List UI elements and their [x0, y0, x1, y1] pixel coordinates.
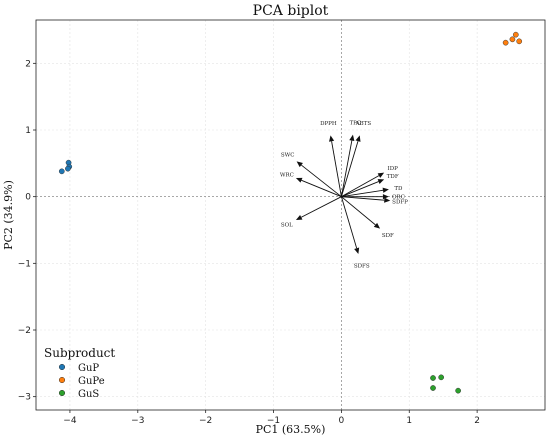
loading-label: TD — [394, 186, 403, 192]
loading-arrow-sdfp: SDFP — [341, 196, 408, 205]
legend-item-gupe: GuPe — [58, 376, 105, 387]
y-tick-label: 2 — [25, 59, 31, 69]
score-points — [58, 31, 523, 394]
loading-label: SWC — [281, 152, 295, 158]
arrow-head — [373, 222, 381, 229]
loading-arrow-idp: IDP — [341, 166, 399, 198]
loading-arrow-td: TD — [341, 186, 403, 198]
y-tick-label: 1 — [25, 126, 31, 136]
arrow-head — [384, 197, 391, 203]
point-gupe — [509, 36, 516, 43]
loading-label: SDF — [382, 233, 394, 239]
legend: Subproduct GuP GuPe GuS — [44, 346, 115, 400]
plot-frame — [35, 19, 546, 411]
arrow-shaft — [341, 196, 376, 226]
loading-label: WRC — [280, 172, 294, 178]
x-tick-label: −4 — [63, 416, 77, 426]
arrow-head — [382, 194, 389, 200]
legend-items: GuP GuPe GuS — [58, 363, 105, 400]
arrow-shaft — [341, 175, 380, 198]
point-gupe — [512, 31, 519, 38]
loading-label: SDFS — [354, 263, 370, 269]
arrow-shaft — [340, 140, 359, 197]
legend-marker — [58, 363, 66, 371]
arrow-head — [295, 177, 303, 183]
loading-arrow-sdf: SDF — [341, 196, 394, 239]
arrow-shaft — [340, 196, 358, 249]
loading-arrow-abts: ABTS — [340, 121, 372, 197]
point-gus — [430, 385, 436, 391]
y-tick-label: −1 — [18, 259, 31, 269]
x-tick-label: 0 — [339, 416, 345, 426]
loading-label: ABTS — [355, 121, 372, 127]
arrow-head — [377, 172, 385, 178]
loading-arrow-sol: SOL — [281, 196, 342, 229]
loading-arrow-swc: SWC — [281, 152, 342, 198]
x-tick-label: −1 — [267, 416, 280, 426]
x-tick-label: −2 — [199, 416, 212, 426]
point-gupe — [502, 39, 509, 46]
point-gus — [438, 374, 445, 381]
point-gus — [430, 375, 436, 381]
legend-label: GuS — [78, 389, 99, 400]
x-tick-label: −3 — [131, 416, 144, 426]
arrow-head — [329, 135, 335, 142]
loading-label: TDF — [387, 174, 399, 180]
loading-label: IDP — [388, 166, 399, 172]
arrow-head — [349, 134, 355, 142]
legend-label: GuPe — [78, 376, 105, 387]
arrow-shaft — [340, 140, 353, 197]
arrow-shaft — [341, 181, 379, 198]
arrow-head — [354, 247, 360, 254]
legend-item-gup: GuP — [58, 363, 99, 374]
arrow-shaft — [331, 141, 342, 197]
loading-label: ORC — [392, 195, 405, 201]
loading-arrow-sdfs: SDFS — [340, 196, 370, 269]
y-axis-label: PC2 (34.9%) — [2, 180, 15, 250]
arrow-head — [382, 187, 389, 193]
legend-item-gus: GuS — [58, 389, 99, 400]
legend-marker — [58, 389, 66, 397]
arrow-shaft — [301, 179, 342, 198]
arrow-head — [377, 179, 385, 184]
y-tick-label: 0 — [25, 193, 31, 203]
point-gup — [58, 168, 65, 175]
x-axis-label: PC1 (63.5%) — [256, 423, 326, 436]
loading-label: SOL — [281, 223, 293, 229]
legend-marker — [58, 376, 66, 384]
point-gup — [65, 165, 71, 172]
loading-label: SDFP — [392, 199, 408, 205]
loading-arrow-wrc: WRC — [280, 172, 342, 198]
legend-title: Subproduct — [44, 346, 115, 360]
arrow-shaft — [301, 196, 342, 218]
loading-arrow-orc: ORC — [341, 194, 405, 201]
x-tick-label: 1 — [406, 416, 412, 426]
arrow-head — [296, 161, 303, 168]
loading-arrow-dpph: DPPH — [320, 121, 342, 197]
arrow-head — [295, 214, 303, 220]
arrow-shaft — [301, 164, 342, 198]
y-tick-label: −3 — [18, 393, 31, 403]
legend-label: GuP — [78, 363, 99, 374]
ticks-layer: −4 −3 −2 −1 0 1 2 −3 −2 −1 0 1 2 — [18, 59, 480, 426]
arrow-shaft — [341, 189, 384, 198]
point-gupe — [516, 38, 523, 45]
y-tick-label: −2 — [18, 326, 31, 336]
point-gus — [455, 387, 461, 394]
loading-arrow-tpc: TPC — [340, 120, 361, 197]
arrow-shaft — [341, 196, 385, 201]
chart-title: PCA biplot — [253, 3, 329, 19]
loading-arrow-tdf: TDF — [341, 174, 399, 198]
x-tick-label: 2 — [474, 416, 480, 426]
zero-lines — [36, 20, 545, 410]
arrow-head — [355, 135, 361, 142]
loading-label: DPPH — [320, 121, 337, 127]
loading-label: TPC — [349, 120, 361, 126]
